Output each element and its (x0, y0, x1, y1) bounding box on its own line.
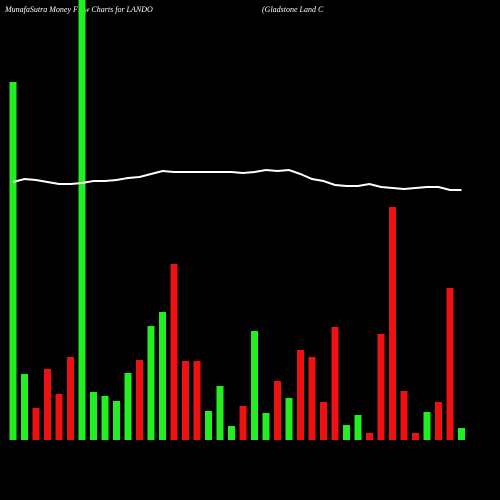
bar (308, 357, 316, 440)
bar (216, 386, 224, 440)
bar (44, 369, 51, 440)
bar (124, 373, 132, 440)
bar (205, 411, 212, 440)
bar (170, 264, 178, 440)
bar (193, 361, 201, 440)
bar (136, 360, 143, 440)
bar (354, 415, 362, 440)
bar (366, 433, 373, 440)
bar (90, 392, 97, 440)
bar (67, 357, 74, 440)
bar (389, 207, 396, 440)
money-flow-line (12, 168, 462, 191)
bar (435, 402, 442, 440)
bar (274, 381, 281, 440)
bar (21, 374, 28, 440)
bar (423, 412, 431, 440)
bar (147, 326, 155, 440)
bar (446, 288, 454, 440)
bar (320, 402, 327, 440)
bar (159, 312, 166, 440)
bar (78, 0, 86, 440)
bar (400, 391, 408, 440)
bar (412, 433, 419, 440)
bar (262, 413, 270, 440)
bar (377, 334, 385, 440)
bar (32, 408, 40, 440)
bar (458, 428, 465, 440)
bar (331, 327, 339, 440)
bar (9, 82, 17, 440)
bar (239, 406, 247, 440)
bar (55, 394, 63, 440)
bar (113, 401, 120, 440)
bar (251, 331, 258, 440)
chart-subtitle: (Gladstone Land C (262, 5, 324, 14)
bar (228, 426, 235, 440)
bar (285, 398, 293, 440)
bar (182, 361, 189, 440)
bar (101, 396, 109, 440)
bar (343, 425, 350, 440)
bar (297, 350, 304, 440)
